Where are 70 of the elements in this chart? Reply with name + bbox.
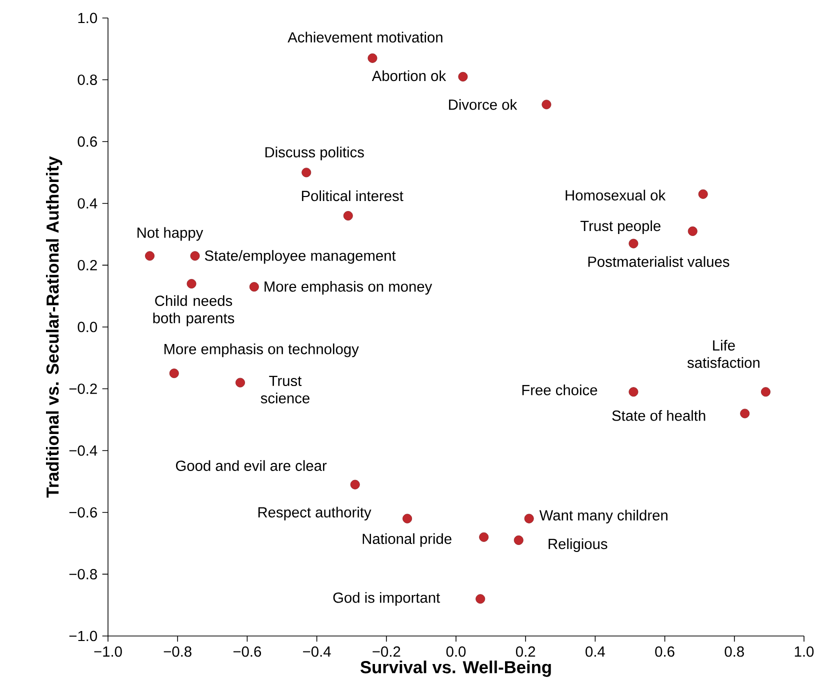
annotation: State/employee management — [204, 250, 396, 264]
annotation: Trust people — [580, 220, 660, 234]
annotation: Trust science — [260, 376, 310, 404]
y-tick-label: −0.8 — [69, 569, 97, 580]
x-axis-title: Survival vs. Well-Being — [360, 660, 551, 677]
point — [760, 387, 770, 397]
x-tick-label: −0.6 — [233, 646, 262, 657]
point — [236, 378, 245, 388]
annotation: Life satisfaction — [687, 340, 760, 368]
annotation: State of health — [612, 410, 706, 421]
point — [740, 408, 750, 418]
y-tick-label: 0.6 — [78, 136, 97, 147]
point — [628, 238, 638, 248]
point — [698, 189, 708, 199]
point — [302, 168, 312, 178]
point — [190, 251, 200, 261]
y-tick-label: −0.2 — [69, 384, 97, 394]
annotation: Achievement motivation — [288, 32, 442, 43]
x-tick-label: 0.6 — [655, 646, 674, 657]
x-tick-label: 0.8 — [724, 646, 744, 657]
annotation: Child needs both parents — [153, 295, 234, 326]
y-tick-label: 0.4 — [78, 198, 98, 209]
point — [458, 72, 468, 82]
point — [514, 535, 524, 545]
point — [350, 480, 360, 490]
x-tick-label: 1.0 — [794, 646, 814, 657]
annotation: Good and evil are clear — [176, 460, 327, 471]
annotation: Divorce ok — [449, 99, 518, 110]
point — [368, 53, 378, 63]
point — [145, 251, 154, 261]
point — [249, 282, 259, 292]
annotation: More emphasis on money — [264, 280, 432, 295]
point — [343, 211, 353, 220]
x-tick-label: −0.4 — [303, 646, 331, 657]
point — [479, 532, 489, 542]
annotation: Want many children — [539, 510, 668, 524]
y-axis-title: Traditional vs. Secular-Rational Authority — [46, 156, 62, 498]
annotation: Political interest — [302, 190, 404, 202]
point — [688, 226, 698, 236]
x-tick-label: 0.0 — [446, 646, 466, 657]
x-tick-label: −0.2 — [372, 646, 400, 657]
annotation: Discuss politics — [265, 146, 364, 160]
annotation: Postmaterialist values — [588, 256, 730, 267]
point — [186, 278, 196, 288]
annotation: Free choice — [522, 384, 598, 396]
y-tick-label: −1.0 — [69, 630, 98, 642]
y-tick-label: 1.0 — [78, 12, 98, 24]
x-tick-label: 0.4 — [586, 646, 605, 657]
annotation: God is important — [333, 592, 440, 606]
point — [542, 100, 552, 110]
annotation: Abortion ok — [372, 70, 446, 82]
y-tick-label: 0.8 — [78, 74, 97, 85]
y-tick-label: 0.2 — [78, 260, 97, 270]
annotation: More emphasis on technology — [164, 344, 359, 358]
annotation: Respect authority — [258, 506, 372, 520]
point — [524, 514, 534, 524]
x-tick-label: −1.0 — [94, 646, 122, 657]
point — [628, 387, 638, 397]
annotation: Homosexual ok — [566, 190, 666, 201]
y-tick-label: 0.0 — [78, 322, 98, 332]
x-tick-label: −0.8 — [164, 646, 192, 657]
y-tick-label: −0.6 — [69, 507, 97, 518]
point — [169, 368, 179, 378]
x-tick-label: 0.2 — [516, 646, 536, 657]
annotation: Religious — [548, 538, 608, 552]
point — [476, 594, 486, 604]
point — [402, 514, 412, 524]
y-tick-label: −0.4 — [69, 445, 98, 456]
annotation: Not happy — [138, 227, 204, 241]
annotation: National pride — [362, 533, 452, 547]
